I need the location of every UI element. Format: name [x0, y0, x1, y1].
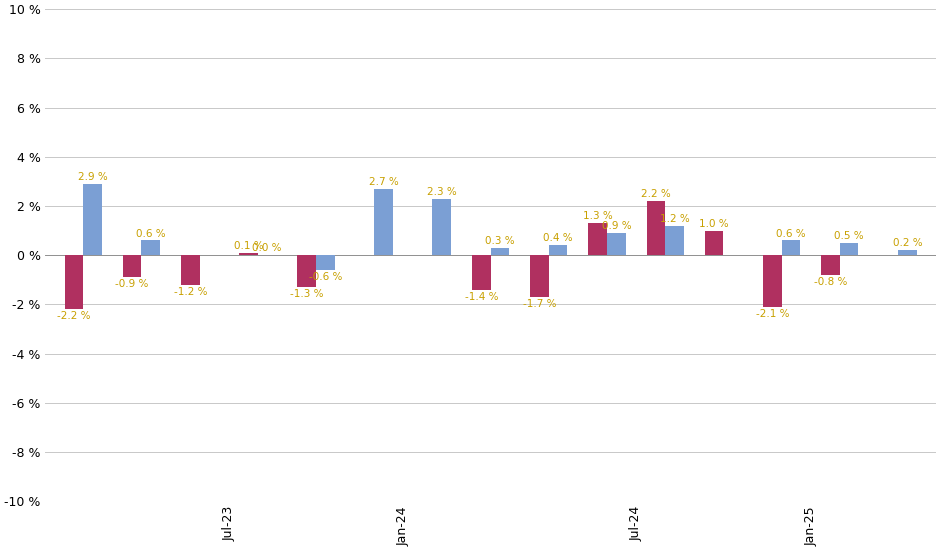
- Bar: [588, 223, 607, 255]
- Bar: [530, 255, 549, 297]
- Bar: [763, 255, 781, 307]
- Bar: [141, 240, 160, 255]
- Bar: [898, 250, 916, 255]
- Text: 0.0 %: 0.0 %: [252, 243, 282, 254]
- Bar: [607, 233, 626, 255]
- Bar: [839, 243, 858, 255]
- Bar: [705, 230, 724, 255]
- Text: -2.2 %: -2.2 %: [57, 311, 90, 321]
- Text: 2.9 %: 2.9 %: [78, 172, 107, 182]
- Text: -0.6 %: -0.6 %: [308, 272, 342, 282]
- Text: 0.6 %: 0.6 %: [776, 228, 806, 239]
- Text: 0.6 %: 0.6 %: [136, 228, 165, 239]
- Text: 0.2 %: 0.2 %: [892, 238, 922, 249]
- Bar: [123, 255, 141, 277]
- Bar: [297, 255, 316, 287]
- Bar: [65, 255, 84, 310]
- Text: -0.8 %: -0.8 %: [814, 277, 847, 287]
- Text: 0.1 %: 0.1 %: [234, 241, 263, 251]
- Bar: [666, 226, 683, 255]
- Text: 2.2 %: 2.2 %: [641, 189, 671, 199]
- Text: 0.4 %: 0.4 %: [543, 233, 573, 244]
- Text: 1.3 %: 1.3 %: [583, 211, 613, 221]
- Bar: [432, 199, 451, 255]
- Text: 1.0 %: 1.0 %: [699, 219, 728, 229]
- Bar: [239, 253, 258, 255]
- Text: -1.4 %: -1.4 %: [464, 292, 498, 302]
- Bar: [181, 255, 199, 285]
- Text: 0.5 %: 0.5 %: [835, 231, 864, 241]
- Text: -2.1 %: -2.1 %: [756, 309, 789, 319]
- Text: 1.2 %: 1.2 %: [660, 214, 689, 224]
- Text: 2.7 %: 2.7 %: [368, 177, 399, 187]
- Bar: [84, 184, 102, 255]
- Text: 0.9 %: 0.9 %: [602, 221, 631, 231]
- Bar: [549, 245, 568, 255]
- Bar: [781, 240, 800, 255]
- Bar: [647, 201, 666, 255]
- Text: 2.3 %: 2.3 %: [427, 186, 457, 197]
- Text: -1.7 %: -1.7 %: [523, 299, 556, 309]
- Bar: [491, 248, 509, 255]
- Text: -1.3 %: -1.3 %: [290, 289, 323, 299]
- Bar: [472, 255, 491, 290]
- Bar: [374, 189, 393, 255]
- Bar: [822, 255, 839, 275]
- Text: 0.3 %: 0.3 %: [485, 236, 515, 246]
- Text: -0.9 %: -0.9 %: [116, 279, 149, 289]
- Bar: [316, 255, 335, 270]
- Text: -1.2 %: -1.2 %: [174, 287, 207, 297]
